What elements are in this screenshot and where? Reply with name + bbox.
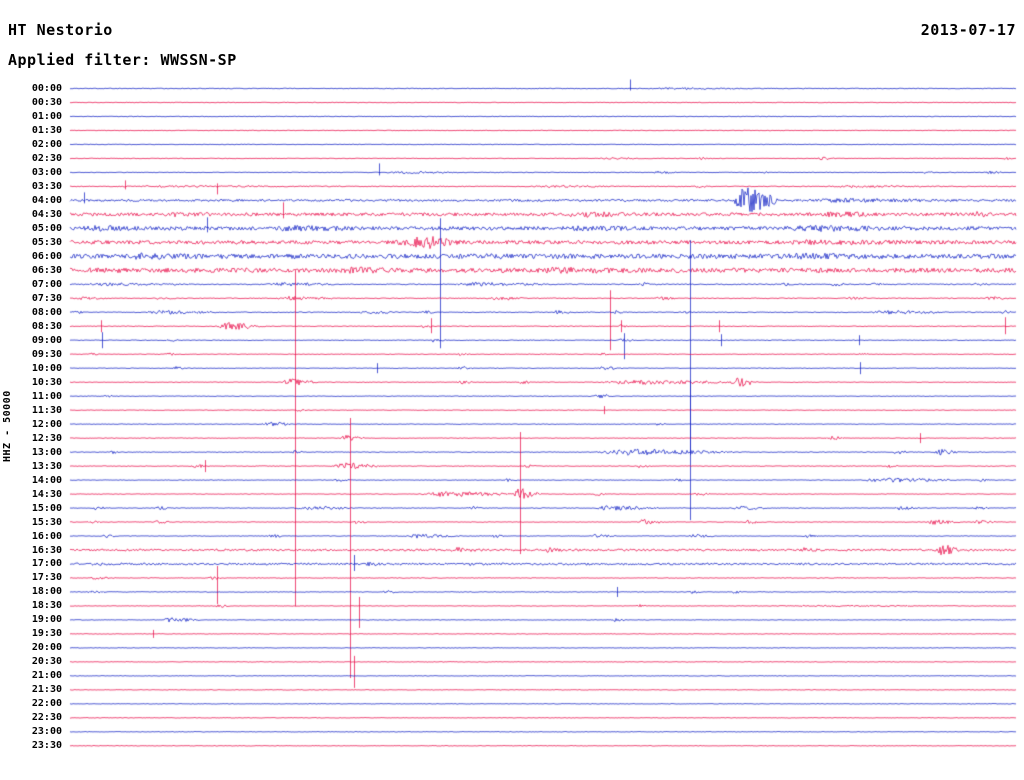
time-label: 03:30 — [31, 180, 62, 192]
time-label: 15:30 — [31, 516, 62, 528]
filter-label: Applied filter: WWSSN-SP — [8, 51, 237, 69]
time-label: 10:00 — [31, 362, 62, 374]
time-label: 16:00 — [31, 530, 62, 542]
time-label: 22:30 — [31, 712, 62, 724]
time-label: 11:00 — [31, 390, 62, 402]
time-label: 08:00 — [31, 306, 62, 318]
time-label: 09:00 — [31, 334, 62, 346]
time-label: 20:30 — [31, 656, 62, 668]
time-label: 12:30 — [31, 432, 62, 444]
time-label: 13:30 — [31, 460, 62, 472]
time-label: 03:00 — [31, 166, 62, 178]
time-label: 21:30 — [31, 684, 62, 696]
time-label: 12:00 — [31, 418, 62, 430]
time-label: 22:00 — [31, 698, 62, 710]
time-label: 20:00 — [31, 642, 62, 654]
time-label: 04:00 — [31, 194, 62, 206]
time-label: 13:00 — [31, 446, 62, 458]
time-label: 02:00 — [31, 138, 62, 150]
time-label: 06:30 — [31, 264, 62, 276]
time-label: 14:30 — [31, 488, 62, 500]
time-label: 01:00 — [31, 110, 62, 122]
time-label: 00:00 — [31, 83, 62, 94]
time-label: 05:30 — [31, 236, 62, 248]
time-label: 14:00 — [31, 474, 62, 486]
time-label: 17:30 — [31, 572, 62, 584]
time-label: 08:30 — [31, 320, 62, 332]
time-label: 23:00 — [31, 726, 62, 738]
time-label: 01:30 — [31, 124, 62, 136]
time-label: 07:30 — [31, 292, 62, 304]
time-label: 06:00 — [31, 250, 62, 262]
time-label: 23:30 — [31, 740, 62, 752]
time-label: 18:30 — [31, 600, 62, 612]
time-label: 00:30 — [31, 96, 62, 108]
time-label: 10:30 — [31, 376, 62, 388]
time-label: 07:00 — [31, 278, 62, 290]
time-label: 19:30 — [31, 628, 62, 640]
time-label: 21:00 — [31, 670, 62, 682]
date-label: 2013-07-17 — [920, 21, 1016, 39]
time-label: 15:00 — [31, 502, 62, 514]
time-label: 04:30 — [31, 208, 62, 220]
time-label: 09:30 — [31, 348, 62, 360]
time-label: 16:30 — [31, 544, 62, 556]
station-title: HT Nestorio — [8, 21, 113, 39]
time-label: 11:30 — [31, 404, 62, 416]
time-label: 18:00 — [31, 586, 62, 598]
time-label: 17:00 — [31, 558, 62, 570]
time-label: 05:00 — [31, 222, 62, 234]
time-label-column: 00:00 00:30 01:00 01:30 02:00 02:30 03:00 03:30… — [0, 0, 64, 780]
time-label: 02:30 — [31, 152, 62, 164]
time-label: 19:00 — [31, 614, 62, 626]
